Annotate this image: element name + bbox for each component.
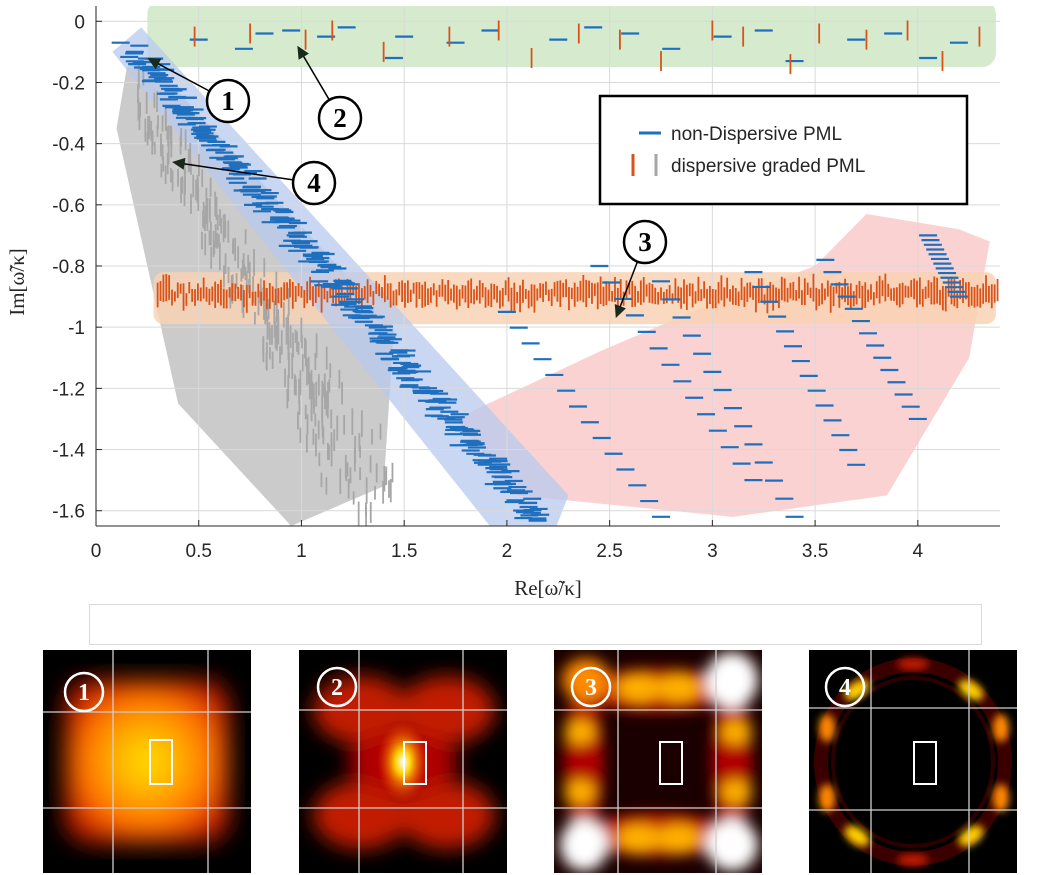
- callout-arrowhead-4: [172, 157, 186, 170]
- x-tick-label: 1.5: [391, 541, 417, 562]
- mode-field-panel-2: 2: [299, 650, 507, 873]
- callout-arrowhead-1: [147, 58, 162, 70]
- callout-circle-2: [317, 95, 363, 141]
- callout-label-4: 4: [307, 168, 321, 198]
- panel-2-label: 2: [331, 675, 343, 701]
- callout-arrow-4: [181, 162, 293, 181]
- callout-arrow-3: [618, 262, 638, 309]
- y-tick-label: -0.6: [52, 196, 85, 217]
- legend-entry-dispersive: dispersive graded PML: [671, 156, 865, 177]
- x-tick-label: 1: [296, 541, 307, 562]
- y-tick-label: -0.4: [52, 135, 85, 156]
- panel-3-badge: [570, 666, 612, 708]
- region-green-high-q: [147, 6, 996, 68]
- panel-4-label: 4: [839, 675, 851, 701]
- callout-circle-1: [205, 78, 251, 124]
- y-tick-label: -1.6: [52, 502, 85, 523]
- callout-label-2: 2: [333, 103, 347, 133]
- callout-label-3: 3: [638, 227, 652, 257]
- legend: non-Dispersive PML dispersive graded PML: [598, 94, 969, 206]
- legend-entry-non-dispersive: non-Dispersive PML: [671, 124, 842, 145]
- y-tick-label: -0.2: [52, 73, 85, 94]
- x-axis-label: Re[ω̃/κ]: [514, 576, 582, 600]
- y-tick-label: -1.4: [52, 441, 85, 462]
- legend-box: [598, 94, 969, 206]
- x-tick-label: 2: [502, 541, 513, 562]
- callout-arrow-1: [155, 62, 209, 92]
- callout-label-1: 1: [221, 86, 235, 116]
- x-tick-label: 3.5: [802, 541, 828, 562]
- blank-panel-box: [89, 604, 982, 645]
- y-tick-label: -1: [68, 318, 85, 339]
- panel-1-badge: [63, 671, 105, 713]
- y-tick-label: 0: [74, 12, 85, 33]
- y-tick-label: -1.2: [52, 379, 85, 400]
- panel-1-label: 1: [78, 680, 90, 706]
- mode-field-panel-1: 1: [43, 650, 251, 873]
- panel-3-label: 3: [585, 675, 597, 701]
- x-tick-label: 0.5: [186, 541, 212, 562]
- y-axis-label: Im[ω̃/κ]: [5, 248, 29, 316]
- x-tick-label: 2.5: [596, 541, 622, 562]
- x-tick-label: 3: [707, 541, 718, 562]
- y-tick-label: -0.8: [52, 257, 85, 278]
- mode-field-panel-3: 3: [554, 650, 762, 873]
- panel-4-badge: [824, 666, 866, 708]
- callout-circle-4: [291, 160, 337, 206]
- callout-arrowhead-3: [614, 304, 626, 318]
- x-tick-label: 0: [91, 541, 102, 562]
- callout-arrowhead-2: [297, 45, 309, 60]
- callout-arrow-2: [301, 53, 330, 100]
- x-tick-label: 4: [913, 541, 924, 562]
- mode-field-panel-4: 4: [809, 650, 1017, 873]
- panel-2-badge: [316, 666, 358, 708]
- mode-spectrum-chart: 0 0.5 1 1.5 2 2.5 3 3.5 4 0 -0.2 -0.4 -0.6 -0.8 -1 -1.2…: [5, 6, 1000, 600]
- callout-circle-3: [622, 219, 668, 265]
